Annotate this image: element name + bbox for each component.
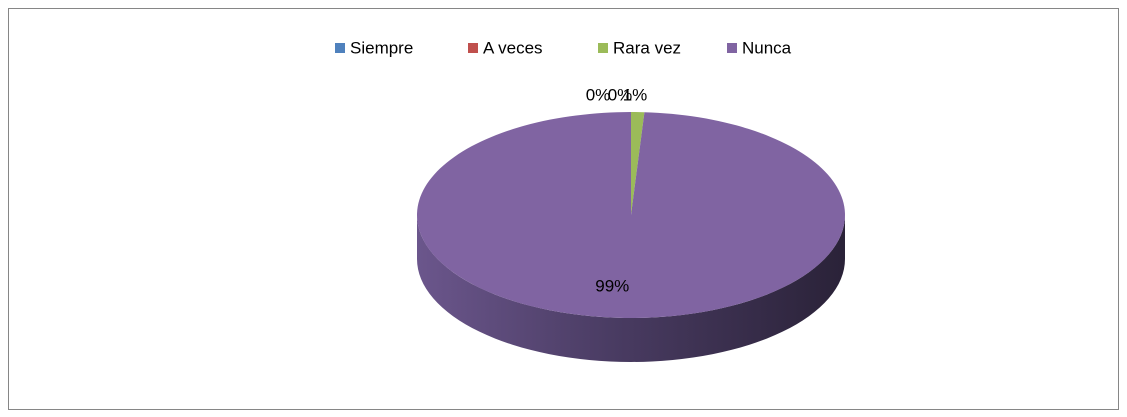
legend-swatch xyxy=(335,43,345,53)
legend-label: Rara vez xyxy=(613,38,681,57)
data-label: 0% xyxy=(586,85,611,104)
legend-label: Siempre xyxy=(350,38,413,57)
legend-swatch xyxy=(727,43,737,53)
legend-label: A veces xyxy=(483,38,543,57)
legend-swatch xyxy=(468,43,478,53)
pie-slice xyxy=(416,112,845,319)
data-label: 0% xyxy=(608,85,633,104)
pie-side xyxy=(417,215,845,362)
legend-label: Nunca xyxy=(742,38,792,57)
data-label: 1% xyxy=(623,85,648,104)
data-label: 99% xyxy=(595,277,629,296)
legend-swatch xyxy=(598,43,608,53)
pie-slice xyxy=(631,112,645,215)
